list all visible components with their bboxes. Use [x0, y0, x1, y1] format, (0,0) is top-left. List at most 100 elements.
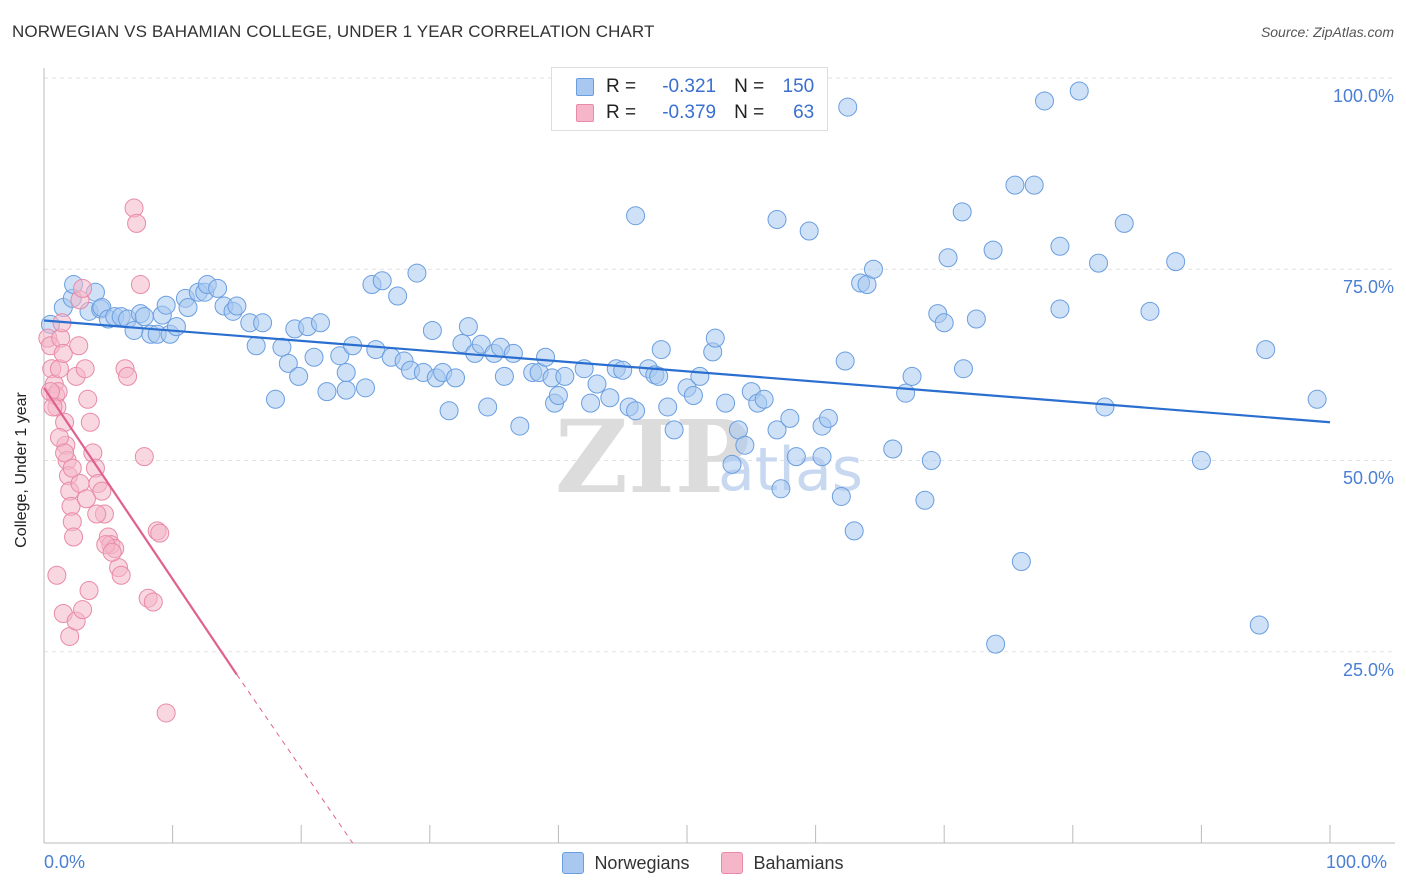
data-point — [1191, 451, 1211, 470]
legend-row-norwegians: R = -0.321 N = 150 — [576, 75, 814, 99]
data-point — [47, 565, 67, 585]
data-point — [452, 333, 472, 353]
data-point — [1069, 81, 1089, 101]
data-point — [78, 389, 98, 409]
data-point — [102, 542, 122, 562]
y-tick-label: 25.0% — [1342, 660, 1394, 680]
legend-swatch — [576, 78, 594, 96]
data-point — [818, 408, 838, 428]
legend-r-value: -0.321 — [662, 76, 717, 97]
data-point — [304, 347, 324, 367]
series-norwegians — [40, 81, 1327, 654]
legend-item-norwegians[interactable]: Norwegians — [562, 852, 689, 874]
data-point — [716, 393, 736, 413]
data-point — [73, 278, 93, 298]
data-point — [664, 420, 684, 440]
legend-row-bahamians: R = -0.379 N = 63 — [576, 101, 814, 125]
legend-swatch — [562, 852, 585, 874]
data-point — [272, 337, 292, 357]
data-point — [156, 703, 176, 723]
data-point — [118, 366, 138, 386]
data-point — [581, 393, 601, 413]
data-point — [253, 313, 273, 333]
data-point — [330, 346, 350, 366]
data-point — [92, 481, 112, 501]
data-point — [289, 366, 309, 386]
data-point — [902, 366, 922, 386]
data-point — [156, 295, 176, 315]
data-point — [767, 210, 787, 230]
data-point — [1024, 175, 1044, 195]
data-point — [587, 374, 607, 394]
x-tick-label: 100.0% — [1326, 852, 1388, 872]
data-point — [55, 443, 75, 463]
trend-line-extension — [236, 674, 354, 844]
data-point — [510, 416, 530, 436]
data-point — [127, 213, 147, 233]
data-point — [356, 378, 375, 398]
legend-swatch — [721, 852, 744, 874]
chart-title: NORWEGIAN VS BAHAMIAN COLLEGE, UNDER 1 Y… — [12, 22, 655, 41]
data-point — [388, 286, 408, 306]
data-point — [966, 309, 986, 329]
legend-r-label: R = — [606, 76, 637, 97]
x-tick-label: 0.0% — [44, 852, 86, 872]
y-axis-title: College, Under 1 year — [13, 392, 30, 548]
data-point — [1050, 299, 1070, 319]
data-point — [446, 368, 466, 388]
data-point — [1011, 551, 1031, 571]
data-point — [69, 336, 89, 356]
data-point — [478, 397, 498, 417]
data-point — [536, 347, 556, 367]
data-point — [143, 592, 163, 612]
data-point — [1095, 397, 1115, 417]
y-tick-label: 75.0% — [1342, 277, 1394, 297]
data-point — [1035, 91, 1055, 111]
data-point — [658, 397, 678, 417]
legend-item-bahamians[interactable]: Bahamians — [721, 852, 844, 874]
data-point — [43, 397, 63, 417]
data-point — [1249, 615, 1269, 635]
data-point — [626, 206, 646, 226]
data-point — [227, 296, 247, 316]
data-point — [600, 388, 620, 408]
legend-label: Norwegians — [594, 852, 690, 873]
trend-line — [43, 387, 238, 676]
data-point — [317, 382, 337, 402]
data-point — [1089, 253, 1109, 273]
watermark-zip: ZIP — [555, 398, 750, 516]
data-point — [458, 317, 478, 337]
data-point — [439, 401, 459, 421]
data-point — [651, 340, 671, 360]
data-point — [780, 408, 800, 428]
data-point — [934, 313, 954, 333]
data-point — [278, 353, 298, 373]
legend-r-value: -0.379 — [662, 102, 717, 123]
data-point — [952, 202, 972, 222]
data-point — [722, 454, 742, 474]
data-point — [76, 489, 96, 509]
data-point — [921, 451, 941, 470]
data-point — [265, 389, 285, 409]
data-point — [80, 412, 100, 432]
data-point — [310, 313, 330, 333]
data-point — [208, 278, 228, 298]
data-point — [767, 420, 787, 440]
data-point — [407, 263, 427, 283]
legend-label: Bahamians — [753, 852, 844, 873]
data-point — [111, 565, 131, 585]
y-axis-title-wrap: College, Under 1 year — [0, 0, 44, 892]
legend-swatch — [576, 104, 594, 122]
y-tick-label: 50.0% — [1342, 468, 1394, 488]
data-point — [134, 447, 154, 467]
data-point — [366, 340, 386, 360]
data-point — [705, 328, 725, 348]
legend-n-value: 150 — [782, 76, 815, 97]
data-point — [75, 359, 95, 379]
trend-line — [43, 319, 1331, 424]
data-point — [771, 479, 791, 499]
data-point — [613, 360, 633, 380]
data-point — [87, 504, 107, 524]
data-point — [1166, 252, 1186, 272]
data-point — [896, 383, 916, 403]
